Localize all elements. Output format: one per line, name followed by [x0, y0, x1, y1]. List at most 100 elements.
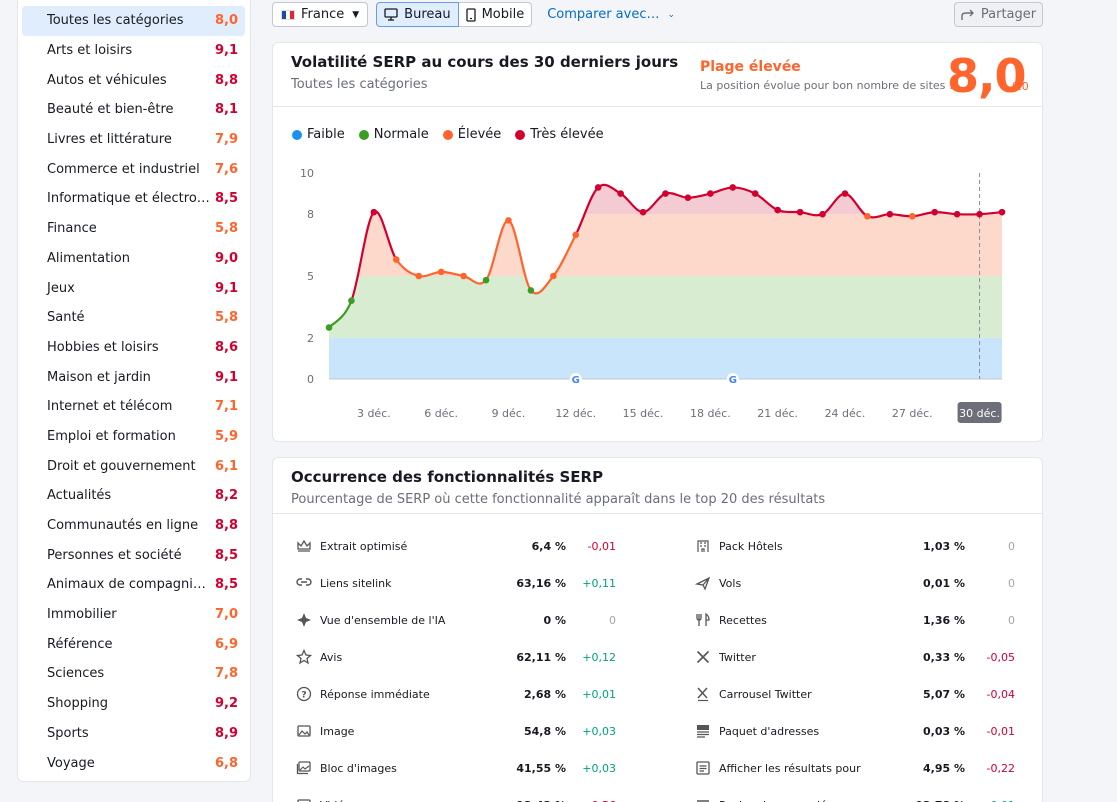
category-score: 8,8: [214, 72, 238, 88]
sidebar-category-item[interactable]: Personnes et société 8,5: [18, 540, 250, 570]
legend-label: Normale: [373, 127, 429, 142]
volatility-chart: 0 2 5 8 10 G G 3 déc. 6 déc. 9 déc. 12 déc. 15 déc.…: [300, 167, 1006, 423]
legend-item[interactable]: Très élevée: [515, 127, 604, 142]
feature-row[interactable]: Paquet d'adresses 0,03 % -0,01: [695, 721, 1015, 741]
sidebar-category-item[interactable]: Livres et littérature 7,9: [18, 125, 250, 155]
sidebar-category-item[interactable]: Internet et télécom 7,1: [18, 392, 250, 422]
feature-row[interactable]: Image 54,8 % +0,03: [296, 721, 616, 741]
compare-dropdown[interactable]: Comparer avec… ⌄: [547, 7, 675, 22]
sidebar-category-item[interactable]: Référence 6,9: [18, 629, 250, 659]
sidebar-category-item[interactable]: Alimentation 9,0: [18, 244, 250, 274]
share-button[interactable]: Partager: [954, 2, 1043, 27]
category-label: Livres et littérature: [47, 132, 172, 148]
feature-delta: +0,01: [965, 799, 1015, 802]
features-subtitle: Pourcentage de SERP où cette fonctionnal…: [291, 492, 826, 507]
feature-row[interactable]: Vue d'ensemble de l'IA 0 % 0: [296, 610, 616, 630]
legend-item[interactable]: Normale: [358, 127, 429, 142]
country-select[interactable]: France ▼: [272, 2, 369, 27]
star-icon: [296, 649, 312, 665]
sidebar-category-item[interactable]: Santé 5,8: [18, 303, 250, 333]
feature-row[interactable]: Vols 0,01 % 0: [695, 573, 1015, 593]
x-tick-label: 6 déc.: [424, 407, 458, 420]
data-point: [325, 324, 333, 331]
feature-name: Réponse immédiate: [320, 687, 430, 701]
video-icon: [296, 797, 312, 802]
x-tick-label: 21 déc.: [757, 407, 798, 420]
crown-icon: [296, 538, 312, 554]
category-label: Alimentation: [47, 250, 130, 266]
sidebar-category-item[interactable]: Droit et gouvernement 6,1: [18, 451, 250, 481]
y-tick-label: 10: [300, 167, 314, 180]
feature-row[interactable]: Vidéo13,42 %-0,56: [296, 795, 616, 802]
category-sidebar: Toutes les catégories 8,0 Arts et loisirs 9…: [17, 0, 251, 782]
feature-percentage: 0,03 %: [923, 724, 965, 738]
hotel-icon: [695, 538, 711, 554]
sidebar-category-item[interactable]: Jeux 9,1: [18, 273, 250, 303]
sidebar-category-item[interactable]: Voyage 6,8: [18, 748, 250, 778]
feature-row[interactable]: Recherches associées92,78 %+0,01: [695, 795, 1015, 802]
feature-name: Bloc d'images: [320, 761, 397, 775]
feature-delta: +0,03: [582, 724, 616, 738]
feature-name: Liens sitelink: [320, 576, 392, 590]
sidebar-category-item[interactable]: Emploi et formation 5,9: [18, 422, 250, 452]
feature-row[interactable]: Afficher les résultats pour 4,95 % -0,22: [695, 758, 1015, 778]
legend-item[interactable]: Faible: [292, 127, 345, 142]
data-point: [751, 190, 759, 197]
legend-item[interactable]: Élevée: [442, 127, 501, 142]
feature-name: Image: [320, 724, 355, 738]
y-tick-label: 2: [307, 332, 314, 345]
feature-row[interactable]: Liens sitelink 63,16 % +0,11: [296, 573, 616, 593]
feature-row[interactable]: ? Réponse immédiate 2,68 % +0,01: [296, 684, 616, 704]
feature-delta: +0,01: [582, 687, 616, 701]
sidebar-category-item[interactable]: Arts et loisirs 9,1: [18, 36, 250, 66]
feature-row[interactable]: Recettes 1,36 % 0: [695, 610, 1015, 630]
y-tick-label: 8: [307, 208, 314, 221]
sidebar-category-item[interactable]: Immobilier 7,0: [18, 600, 250, 630]
sidebar-category-item[interactable]: Finance 5,8: [18, 214, 250, 244]
sidebar-category-item[interactable]: Informatique et électro… 8,5: [18, 184, 250, 214]
sidebar-category-item[interactable]: Communautés en ligne 8,8: [18, 511, 250, 541]
legend-dot-icon: [515, 129, 526, 140]
feature-row[interactable]: Pack Hôtels 1,03 % 0: [695, 536, 1015, 556]
desktop-button[interactable]: Bureau: [376, 2, 459, 27]
mobile-button[interactable]: Mobile: [458, 2, 533, 27]
range-description: La position évolue pour bon nombre de si…: [700, 79, 954, 92]
sidebar-category-item[interactable]: Hobbies et loisirs 8,6: [18, 333, 250, 363]
sidebar-category-item[interactable]: Animaux de compagni… 8,5: [18, 570, 250, 600]
category-score: 5,8: [214, 310, 238, 326]
sidebar-category-item[interactable]: Commerce et industriel 7,6: [18, 154, 250, 184]
series-line-segment: [777, 209, 801, 214]
feature-row[interactable]: Avis 62,11 % +0,12: [296, 647, 616, 667]
sidebar-category-item[interactable]: Sports 8,9: [18, 719, 250, 749]
category-score: 8,5: [214, 547, 238, 563]
sidebar-category-item[interactable]: Toutes les catégories 8,0: [22, 6, 245, 36]
feature-row[interactable]: Bloc d'images 41,55 % +0,03: [296, 758, 616, 778]
feature-percentage: 6,4 %: [531, 539, 566, 553]
sidebar-category-item[interactable]: Maison et jardin 9,1: [18, 362, 250, 392]
data-point: [505, 217, 512, 224]
legend-dot-icon: [292, 129, 302, 140]
features-title: Occurrence des fonctionnalités SERP: [291, 468, 604, 486]
category-label: Emploi et formation: [47, 428, 176, 444]
legend-label: Faible: [307, 127, 345, 142]
sidebar-category-item[interactable]: Shopping 9,2: [18, 689, 250, 719]
category-score: 7,9: [214, 132, 238, 148]
category-label: Immobilier: [47, 607, 117, 623]
sidebar-category-item[interactable]: Actualités 8,2: [18, 481, 250, 511]
sidebar-category-item[interactable]: Beauté et bien-être 8,1: [18, 95, 250, 125]
question-icon: ?: [296, 686, 312, 702]
data-point: [841, 190, 849, 197]
category-score: 7,0: [214, 607, 238, 623]
feature-row[interactable]: Twitter 0,33 % -0,05: [695, 647, 1015, 667]
feature-row[interactable]: Extrait optimisé 6,4 % -0,01: [296, 536, 616, 556]
category-label: Référence: [47, 636, 113, 652]
category-score: 8,9: [214, 725, 238, 741]
category-label: Jeux: [47, 280, 75, 296]
sidebar-category-item[interactable]: Autos et véhicules 8,8: [18, 65, 250, 95]
category-score: 5,9: [214, 428, 238, 444]
category-label: Internet et télécom: [47, 399, 173, 415]
feature-row[interactable]: Carrousel Twitter 5,07 % -0,04: [695, 684, 1015, 704]
sidebar-category-item[interactable]: Sciences 7,8: [18, 659, 250, 689]
feature-percentage: 5,07 %: [923, 687, 965, 701]
legend-label: Très élevée: [530, 127, 604, 142]
